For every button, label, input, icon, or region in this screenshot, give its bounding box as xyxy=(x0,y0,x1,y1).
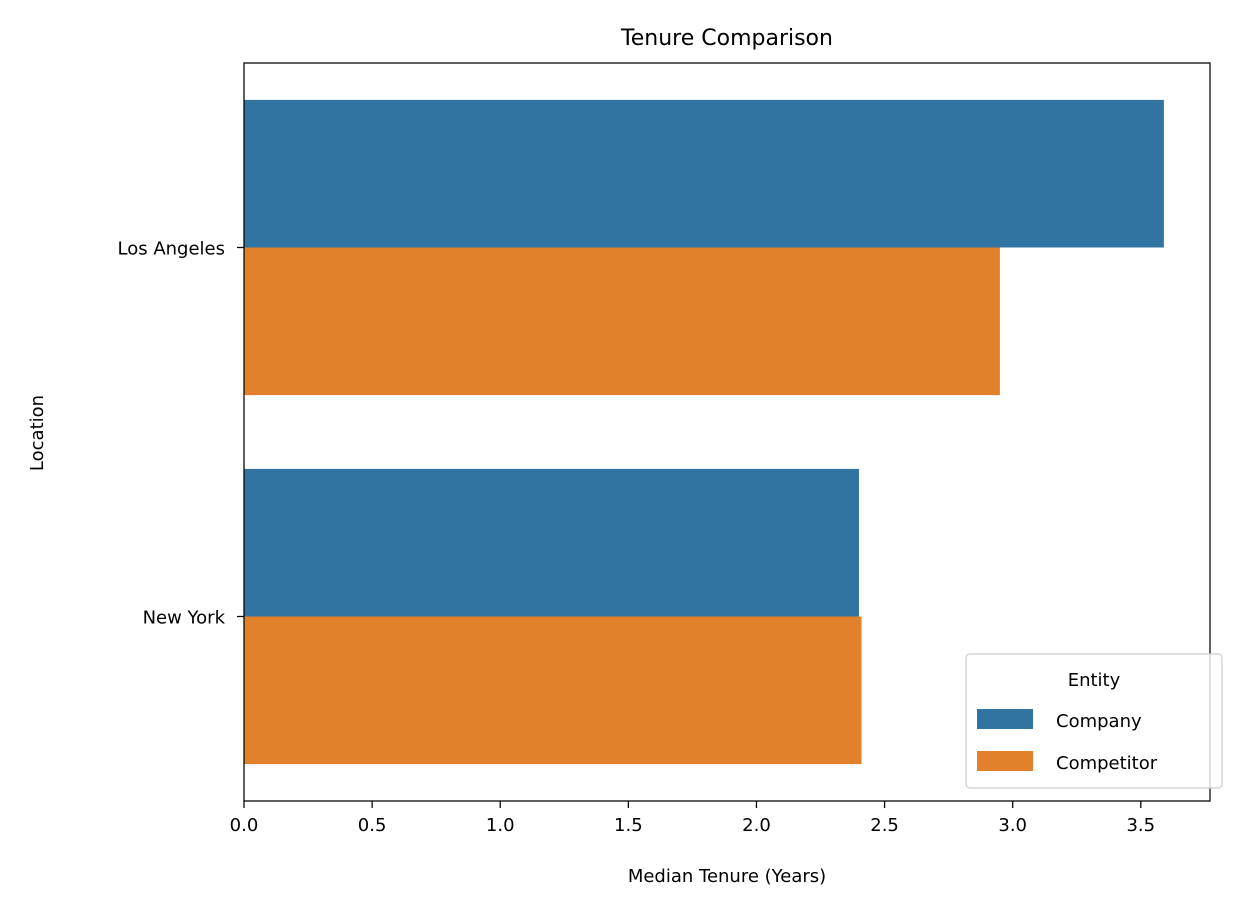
x-tick-label: 0.5 xyxy=(358,815,387,836)
x-tick-label: 0.0 xyxy=(230,815,259,836)
y-tick-label-new-york: New York xyxy=(143,608,226,629)
legend: Entity Company Competitor xyxy=(965,653,1223,789)
bar-los-angeles-company xyxy=(244,99,1164,248)
legend-swatch-competitor xyxy=(977,751,1033,771)
x-tick-label: 2.5 xyxy=(870,815,899,836)
y-axis-label: Location xyxy=(27,395,48,471)
bar-new-york-competitor xyxy=(244,616,862,765)
legend-swatch-company xyxy=(977,709,1033,729)
y-axis: Los Angeles New York xyxy=(118,239,244,629)
x-tick-label: 3.0 xyxy=(998,815,1027,836)
y-tick-label-los-angeles: Los Angeles xyxy=(118,239,226,260)
plot-frame xyxy=(243,62,1211,802)
x-axis-label: Median Tenure (Years) xyxy=(628,866,826,887)
legend-label-competitor: Competitor xyxy=(1056,753,1158,774)
x-axis: 0.0 0.5 1.0 1.5 2.0 2.5 3.0 3.5 xyxy=(230,801,1155,836)
legend-label-company: Company xyxy=(1056,711,1142,732)
x-tick-label: 1.0 xyxy=(486,815,515,836)
bars xyxy=(244,99,1164,765)
bar-new-york-company xyxy=(244,468,859,617)
bar-los-angeles-competitor xyxy=(244,247,1000,396)
x-tick-label: 2.0 xyxy=(742,815,771,836)
legend-title: Entity xyxy=(1068,670,1121,691)
x-tick-label: 1.5 xyxy=(614,815,643,836)
chart-title: Tenure Comparison xyxy=(620,26,833,51)
x-tick-label: 3.5 xyxy=(1126,815,1155,836)
